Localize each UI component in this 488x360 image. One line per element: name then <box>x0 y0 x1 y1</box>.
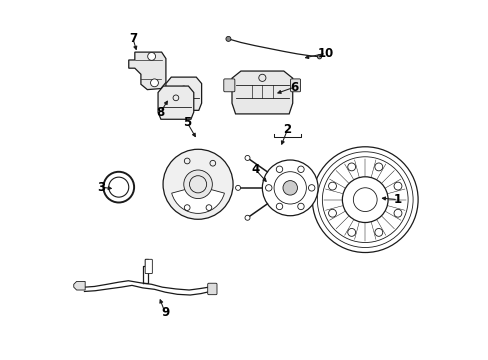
Circle shape <box>297 203 304 210</box>
Circle shape <box>276 203 282 210</box>
Circle shape <box>276 166 282 172</box>
Circle shape <box>265 185 271 191</box>
Circle shape <box>262 160 317 216</box>
Circle shape <box>183 170 212 199</box>
Text: 7: 7 <box>129 32 137 45</box>
Polygon shape <box>165 77 201 111</box>
Text: 3: 3 <box>97 181 105 194</box>
Text: 9: 9 <box>161 306 169 319</box>
Circle shape <box>147 53 155 60</box>
Text: 1: 1 <box>393 193 401 206</box>
Circle shape <box>244 215 249 220</box>
Wedge shape <box>171 186 224 213</box>
Text: 5: 5 <box>183 116 191 129</box>
Circle shape <box>150 79 158 87</box>
Circle shape <box>163 149 233 219</box>
Polygon shape <box>74 282 85 290</box>
FancyBboxPatch shape <box>207 283 217 295</box>
FancyBboxPatch shape <box>224 79 234 92</box>
FancyBboxPatch shape <box>290 79 300 92</box>
Text: 6: 6 <box>290 81 298 94</box>
Text: 10: 10 <box>317 47 333 60</box>
Text: 8: 8 <box>156 105 164 119</box>
Polygon shape <box>128 52 165 90</box>
Circle shape <box>235 185 240 190</box>
Text: 2: 2 <box>283 123 291 136</box>
Circle shape <box>244 156 249 161</box>
FancyBboxPatch shape <box>145 259 152 274</box>
Circle shape <box>283 181 297 195</box>
Circle shape <box>273 172 306 204</box>
Circle shape <box>225 36 230 41</box>
Circle shape <box>297 166 304 172</box>
Polygon shape <box>158 86 193 119</box>
Circle shape <box>317 55 321 59</box>
Circle shape <box>308 185 314 191</box>
Text: 4: 4 <box>250 163 259 176</box>
Polygon shape <box>231 71 292 114</box>
